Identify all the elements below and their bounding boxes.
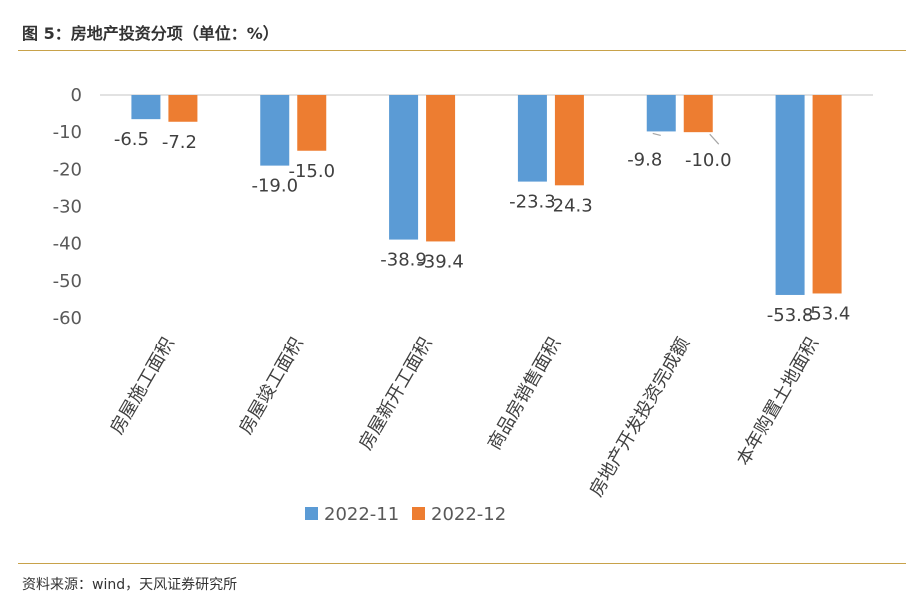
- leader-line: [709, 133, 720, 145]
- bar-2022-11: [389, 95, 419, 240]
- bar-2022-11: [646, 95, 676, 132]
- leader-line: [652, 132, 661, 137]
- data-label: -23.3: [509, 192, 556, 213]
- title-rule: [18, 50, 906, 51]
- bar-layer: [131, 95, 842, 295]
- legend-swatch: [412, 507, 425, 520]
- data-label: -39.4: [417, 251, 464, 272]
- category-label: 房屋新开工面积: [355, 334, 436, 454]
- bar-2022-11: [517, 95, 547, 182]
- data-label: -53.4: [804, 303, 851, 324]
- legend: 2022-11 2022-12: [305, 504, 506, 525]
- data-label: -24.3: [546, 195, 593, 216]
- figure-title: 图 5：房地产投资分项（单位：%）: [22, 24, 279, 43]
- legend-label: 2022-12: [431, 504, 506, 525]
- y-tick-label: -40: [53, 234, 82, 255]
- y-tick-label: -20: [53, 159, 82, 180]
- source-rule: [18, 563, 906, 564]
- data-label: -6.5: [114, 129, 149, 150]
- category-label: 房地产开发投资完成额: [586, 334, 694, 500]
- category-label: 商品房销售面积: [484, 334, 565, 454]
- data-label: -38.9: [380, 250, 427, 271]
- legend-label: 2022-11: [324, 504, 399, 525]
- y-tick-label: -30: [53, 197, 82, 218]
- source-note: 资料来源：wind，天风证券研究所: [22, 577, 238, 593]
- bar-2022-12: [426, 95, 456, 242]
- bar-2022-12: [812, 95, 842, 294]
- category-label-layer: 房屋施工面积 房屋竣工面积 房屋新开工面积 商品房销售面积 房地产开发投资完成额 本年购置…: [107, 334, 823, 500]
- y-tick-label: 0: [71, 85, 82, 106]
- bar-2022-11: [775, 95, 805, 295]
- bar-2022-11: [260, 95, 290, 166]
- legend-swatch: [305, 507, 318, 520]
- data-label: -10.0: [685, 150, 732, 171]
- data-label-layer: -6.5 -7.2 -19.0-15.0 -38.9-39.4 -23.3-24.3 -9…: [114, 129, 851, 326]
- bar-2022-11: [131, 95, 161, 120]
- bar-2022-12: [168, 95, 198, 122]
- y-tick-label: -60: [53, 308, 82, 329]
- bar-2022-12: [554, 95, 584, 186]
- y-tick-label: -10: [53, 122, 82, 143]
- data-label: -15.0: [288, 161, 335, 182]
- bar-2022-12: [297, 95, 327, 151]
- data-label: -9.8: [627, 149, 662, 170]
- data-label: -7.2: [162, 132, 197, 153]
- data-label: -53.8: [767, 305, 814, 326]
- bar-2022-12: [683, 95, 713, 133]
- data-label: -19.0: [251, 176, 298, 197]
- category-label: 房屋竣工面积: [235, 334, 307, 438]
- y-tick-label: -50: [53, 271, 82, 292]
- category-label: 本年购置土地面积: [733, 334, 823, 469]
- category-label: 房屋施工面积: [107, 334, 179, 438]
- bar-chart: 0 -10 -20 -30 -40 -50 -60 -6.5 -7.2 -19.0-15.0 -3…: [53, 85, 873, 525]
- axis-layer: 0 -10 -20 -30 -40 -50 -60: [53, 85, 873, 329]
